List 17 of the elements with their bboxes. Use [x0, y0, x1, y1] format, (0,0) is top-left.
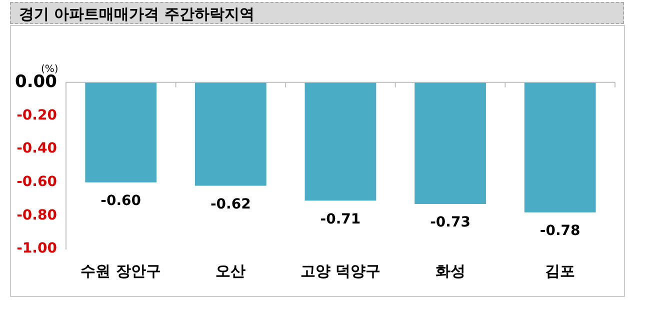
x-tick-label: 김포 [545, 262, 576, 280]
y-tick-label: -0.20 [16, 107, 58, 124]
data-label: -0.78 [540, 222, 580, 239]
chart-title: 경기 아파트매매가격 주간하락지역 [10, 2, 624, 24]
y-tick-label: -1.00 [16, 240, 58, 257]
x-tick-label: 오산 [216, 262, 246, 280]
data-label: -0.60 [100, 193, 142, 209]
data-label: -0.71 [320, 211, 361, 228]
data-label: -0.73 [430, 214, 470, 231]
x-tick-label: 수원 장안구 [80, 262, 161, 280]
y-axis-title: (%) [41, 64, 58, 75]
x-tick-label: 화성 [435, 262, 466, 280]
data-label: -0.62 [210, 196, 251, 212]
y-tick-label: -0.60 [16, 174, 58, 190]
y-tick-label: -0.40 [16, 140, 58, 157]
y-tick-label: -0.80 [16, 207, 58, 224]
x-tick-label: 고양 덕양구 [300, 262, 381, 280]
